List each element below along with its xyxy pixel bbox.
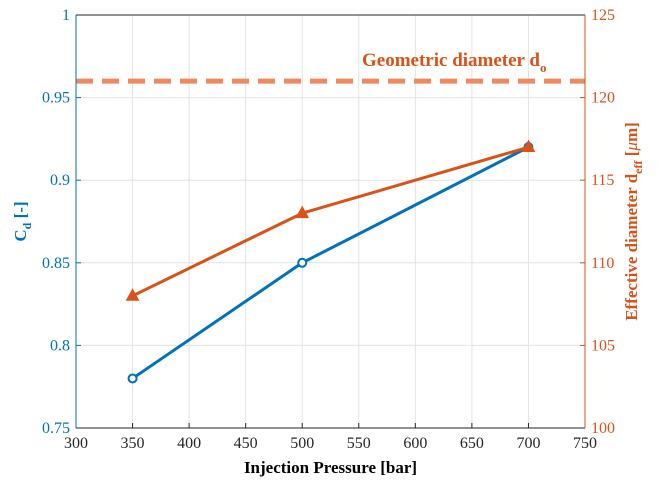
- data-point-left: [127, 373, 138, 384]
- x-tick-label: 750: [573, 435, 597, 452]
- y-left-label-tail: [-]: [11, 201, 30, 222]
- y-left-tick-label: 0.9: [50, 172, 70, 189]
- x-tick-label: 700: [516, 435, 540, 452]
- reference-line-label: Geometric diameter do: [362, 50, 546, 75]
- x-tick-label: 400: [177, 435, 201, 452]
- axes-group: 300 350 400 450 500 550 600 650 700 750 0.75 0.8 0.8…: [42, 7, 615, 452]
- y-right-tick-label: 115: [591, 172, 614, 189]
- y-right-label-close: m]: [622, 122, 641, 142]
- x-tick-label: 650: [460, 435, 484, 452]
- x-tick-label: 500: [290, 435, 314, 452]
- y-right-axis-label: Effective diameter deff [μm]: [622, 122, 645, 321]
- y-right-tick-label: 105: [591, 337, 615, 354]
- y-right-label-sub: eff: [631, 160, 645, 174]
- y-right-tick-label: 100: [591, 420, 615, 437]
- y-left-tick-label: 0.8: [50, 337, 70, 354]
- data-point-right: [295, 205, 310, 219]
- x-tick-label: 300: [64, 435, 88, 452]
- series-group: [125, 139, 536, 384]
- x-tick-label: 450: [234, 435, 258, 452]
- data-point-left: [297, 257, 308, 268]
- x-tick-label: 550: [347, 435, 371, 452]
- x-tick-label: 600: [403, 435, 427, 452]
- reference-label-main: Geometric diameter d: [362, 50, 540, 71]
- x-axis-label: Injection Pressure [bar]: [244, 458, 417, 477]
- y-right-label-main: Effective diameter d: [622, 173, 641, 321]
- y-left-label-sub: d: [20, 222, 34, 229]
- y-left-label-main: C: [11, 229, 30, 241]
- y-right-tick-label: 120: [591, 90, 615, 107]
- data-point-right: [125, 288, 140, 301]
- data-point-right: [521, 139, 536, 153]
- y-left-axis-label: Cd [-]: [11, 201, 34, 241]
- y-left-tick-label: 0.95: [42, 90, 70, 107]
- y-left-tick-label: 0.75: [42, 420, 70, 437]
- y-left-tick-label: 1: [62, 7, 70, 24]
- y-right-tick-label: 125: [591, 7, 615, 24]
- y-right-label-mu: μ: [622, 142, 641, 152]
- x-tick-label: 350: [121, 435, 145, 452]
- y-right-label-open: [: [622, 150, 641, 160]
- y-right-tick-label: 110: [591, 255, 614, 272]
- reference-label-sub: o: [540, 60, 547, 75]
- y-left-tick-label: 0.85: [42, 255, 70, 272]
